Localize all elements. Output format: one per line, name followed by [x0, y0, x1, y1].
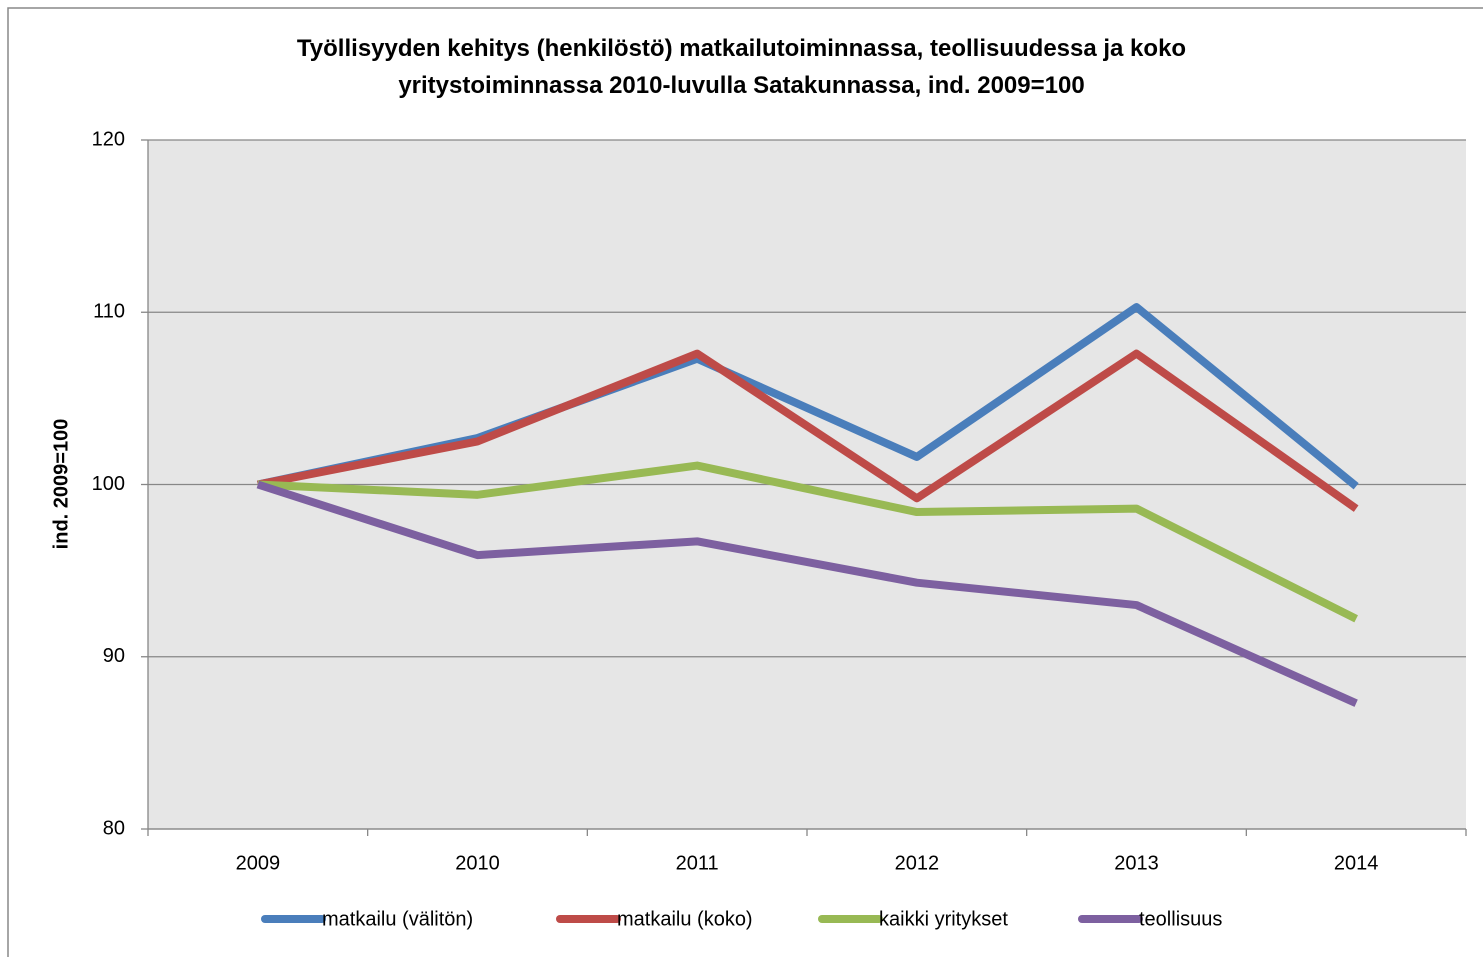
- series-line: [257, 349, 1359, 512]
- x-tick-label: 2010: [455, 852, 500, 874]
- x-tick-label: 2011: [676, 852, 719, 874]
- x-tick-label: 2014: [1334, 852, 1379, 874]
- y-tick-label: 100: [92, 473, 125, 495]
- y-tick-label: 90: [103, 645, 125, 667]
- title-box: Työllisyyden kehitys (henkilöstö) matkai…: [0, 30, 1483, 104]
- series-line: [257, 461, 1358, 623]
- legend-label: teollisuus: [1139, 908, 1222, 930]
- chart-title: Työllisyyden kehitys (henkilöstö) matkai…: [296, 35, 1187, 99]
- x-tick-label: 2013: [1114, 852, 1159, 874]
- x-tick-label: 2009: [236, 852, 281, 874]
- legend-label: matkailu (välitön): [322, 908, 473, 930]
- y-tick-label: 80: [103, 817, 125, 839]
- y-tick-label: 120: [92, 128, 125, 150]
- series-line: [256, 480, 1358, 707]
- legend-label: kaikki yritykset: [879, 908, 1008, 930]
- y-tick-label: 110: [93, 301, 125, 323]
- legend-label: matkailu (koko): [617, 908, 753, 930]
- y-axis-label: ind. 2009=100: [50, 419, 72, 550]
- x-tick-label: 2012: [895, 852, 940, 874]
